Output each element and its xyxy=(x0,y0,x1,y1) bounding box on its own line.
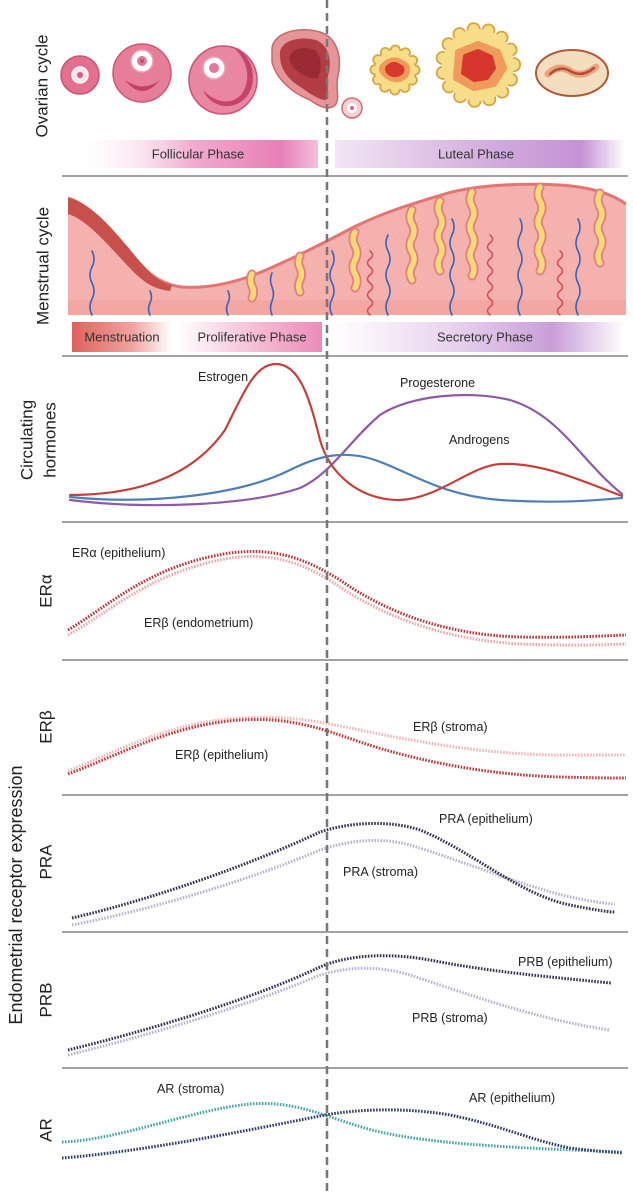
pra-epithelium-label: PRA (epithelium) xyxy=(439,812,533,826)
blood-vessel xyxy=(225,290,231,316)
circulating-hormones-label-line1: Circulating xyxy=(18,400,37,480)
gland xyxy=(467,189,477,279)
progesterone-label: Progesterone xyxy=(400,376,475,390)
prb-epithelium-label: PRB (epithelium) xyxy=(518,955,612,969)
ar-stroma-label: AR (stroma) xyxy=(157,1082,224,1096)
erb-endometrium-curve xyxy=(67,555,627,647)
era-row-label: ERα xyxy=(37,574,56,608)
corpus-albicans xyxy=(535,49,609,97)
blood-vessel xyxy=(449,218,455,316)
oocyte-nucleus xyxy=(77,72,83,78)
gland xyxy=(535,184,545,274)
spiral-artery xyxy=(556,250,564,316)
proliferative-phase-bar: Proliferative Phase xyxy=(178,322,322,352)
erb-epithelium-curve xyxy=(67,718,627,780)
albicans-scar-core xyxy=(548,66,596,76)
proliferative-phase-band xyxy=(178,322,322,352)
antral-follicle xyxy=(188,45,258,115)
follicle-antrum xyxy=(125,80,160,91)
blood-vessel xyxy=(517,218,523,316)
blood-vessel xyxy=(89,250,95,316)
erb-stroma-curve xyxy=(67,715,626,773)
oocyte-nucleus xyxy=(209,63,219,73)
primordial-follicle xyxy=(60,55,100,95)
menstruation-phase-band xyxy=(72,322,172,352)
gland xyxy=(407,207,417,283)
secretory-phase-band xyxy=(335,322,625,352)
androgens-label: Androgens xyxy=(449,433,509,447)
spiral-artery xyxy=(486,234,494,316)
blood-vessel xyxy=(385,234,391,316)
pra-row-label: PRA xyxy=(37,844,56,880)
spiral-artery xyxy=(366,250,374,316)
ar-epithelium-label: AR (epithelium) xyxy=(469,1091,555,1105)
receptor-expression-group-label: Endometrial receptor expression xyxy=(6,765,26,1024)
menstruation-phase-bar: Menstruation xyxy=(72,322,172,352)
erb-endometrium-label: ERβ (endometrium) xyxy=(144,616,253,630)
endometrium-illustration xyxy=(67,182,627,316)
secretory-phase-bar: Secretory Phase xyxy=(335,322,625,352)
ar-row-label: AR xyxy=(37,1118,56,1142)
gland xyxy=(295,253,305,295)
estrogen-curve xyxy=(68,362,624,502)
pra-stroma-curve xyxy=(71,838,616,927)
gland xyxy=(247,271,257,301)
gland xyxy=(435,198,445,274)
prb-row-label: PRB xyxy=(37,983,56,1018)
endometrial-glands xyxy=(246,182,607,303)
menstrual-cycle-label: Menstrual cycle xyxy=(34,207,53,325)
erb-stroma-label: ERβ (stroma) xyxy=(413,720,488,734)
secretory-phase-label: Secretory Phase xyxy=(437,330,533,345)
follicular-phase-band xyxy=(70,140,318,168)
basal-layer xyxy=(68,300,626,315)
erb-row-label: ERβ xyxy=(37,710,56,744)
prb-stroma-label: PRB (stroma) xyxy=(412,1011,488,1025)
pra-epithelium-curve xyxy=(71,821,616,920)
proliferative-phase-label: Proliferative Phase xyxy=(197,330,306,345)
ar-stroma-curve xyxy=(61,1101,623,1154)
ar-epithelium-curve xyxy=(61,1108,623,1160)
circulating-hormones-label-line2: hormones xyxy=(41,402,60,478)
shedding-layer xyxy=(68,198,172,291)
follicular-phase-label: Follicular Phase xyxy=(152,147,245,162)
androgens-curve xyxy=(68,453,624,503)
follicle-core xyxy=(289,48,321,79)
menstruation-phase-label: Menstruation xyxy=(84,330,159,345)
blood-vessel xyxy=(575,218,581,316)
estrogen-label: Estrogen xyxy=(198,370,248,384)
follicular-phase-bar: Follicular Phase xyxy=(70,140,318,168)
erb-epithelium-label: ERβ (epithelium) xyxy=(175,748,268,762)
ovarian-cycle-label: Ovarian cycle xyxy=(33,35,52,138)
luteum-center xyxy=(385,61,405,78)
luteal-phase-band xyxy=(335,140,625,168)
luteum-center xyxy=(461,49,496,82)
prb-epithelium-curve xyxy=(67,954,613,1052)
gland xyxy=(595,190,605,266)
follicle-outer xyxy=(112,43,172,103)
mature-corpus-luteum xyxy=(435,22,521,108)
oocyte-nucleolus xyxy=(140,59,144,63)
endometrium-tissue xyxy=(68,184,626,315)
primary-follicle xyxy=(112,43,172,103)
luteal-phase-bar: Luteal Phase xyxy=(335,140,625,168)
ovulating-follicle xyxy=(271,28,341,109)
early-corpus-luteum xyxy=(369,44,421,96)
era-epithelium-curve xyxy=(67,549,627,639)
blood-vessel xyxy=(269,272,275,316)
released-oocyte xyxy=(341,97,363,119)
prb-stroma-curve xyxy=(67,966,611,1057)
era-epithelium-label: ERα (epithelium) xyxy=(72,546,165,560)
luteal-phase-label: Luteal Phase xyxy=(438,147,514,162)
oocyte-nucleus xyxy=(350,106,354,110)
pra-stroma-label: PRA (stroma) xyxy=(343,865,418,879)
progesterone-curve xyxy=(68,393,624,507)
blood-vessel xyxy=(329,250,335,316)
gland xyxy=(350,229,360,291)
blood-vessel xyxy=(147,290,153,316)
